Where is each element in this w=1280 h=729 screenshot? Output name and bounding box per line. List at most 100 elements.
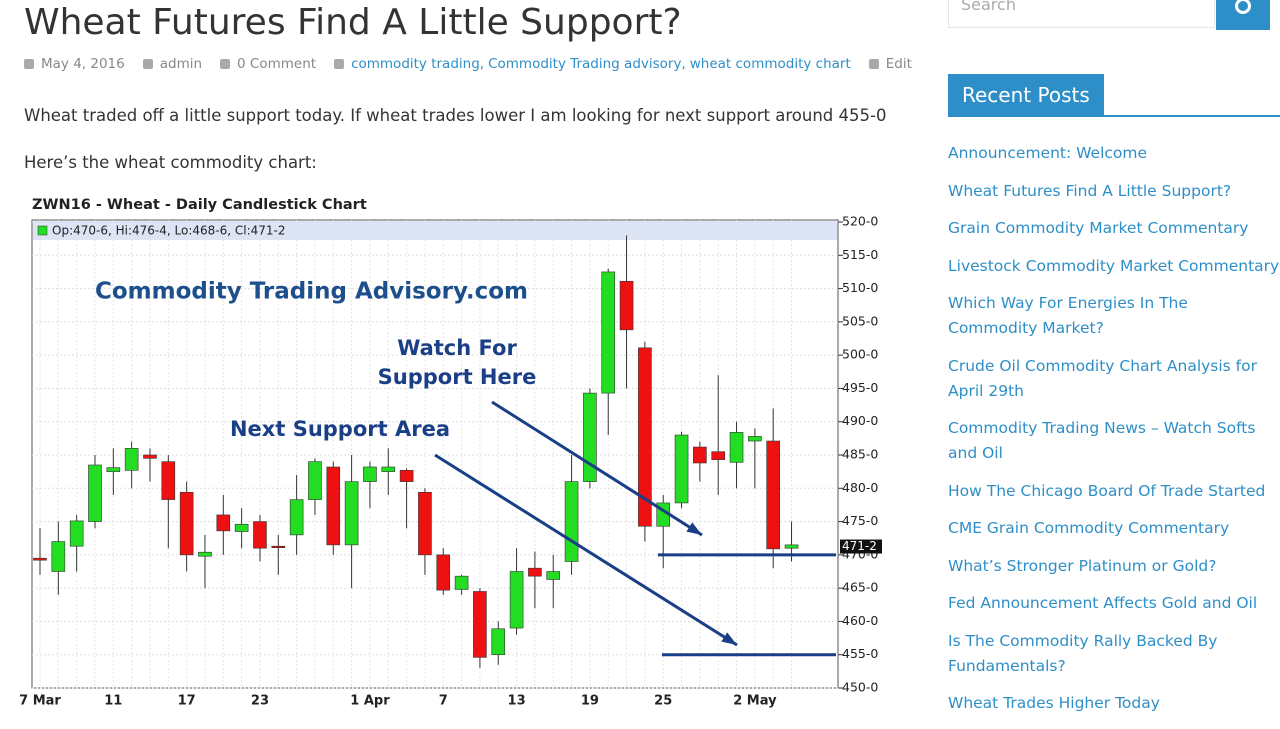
recent-post-link[interactable]: CME Grain Commodity Commentary [948,519,1230,537]
x-tick-label: 2 May [733,694,777,709]
candle-body [583,392,597,482]
candle-body [509,571,524,629]
recent-posts: Announcement: Welcome Wheat Futures Find … [948,141,1280,729]
annotation: Watch For [397,336,517,360]
recent-post-link[interactable]: Grain Commodity Market Commentary [948,219,1249,237]
candle-body [124,448,139,471]
recent-post-link[interactable]: Livestock Commodity Market Commentary [948,256,1280,275]
chart-title: ZWN16 - Wheat - Daily Candlestick Chart [32,197,367,213]
candle-body [216,514,231,532]
arrow-line [434,453,738,647]
candle-body [381,466,396,472]
y-tick-label: 505-0 [842,313,878,328]
info-swatch [37,225,48,236]
candle-body [253,521,267,549]
chart: ZWN16 - Wheat - Daily Candlestick Chart O… [19,197,882,709]
recent-post-link[interactable]: Announcement: Welcome [948,144,1148,162]
y-tick-label: 485-0 [842,447,878,462]
candle-body [693,446,707,464]
post-tag[interactable]: commodity trading, [351,56,485,72]
candle-body [33,557,47,561]
paragraph: Wheat traded off a little support today.… [24,106,887,125]
search-input[interactable]: Search [948,0,1215,28]
search-button[interactable] [1216,0,1270,30]
x-tick-label: 7 [439,694,448,709]
recent-post-link[interactable]: Fed Announcement Affects Gold and Oil [948,594,1258,612]
candle-body [289,499,304,536]
post-tag[interactable]: wheat commodity chart [689,56,851,72]
recent-post-link[interactable]: Crude Oil Commodity Chart Analysis for A… [948,356,1257,400]
article: ZWN16 - Wheat - Daily Candlestick Chart O… [19,2,912,709]
tag-icon [334,59,345,69]
last-price-label: 471-2 [842,539,877,553]
candle-body [546,571,561,580]
candle-body [638,347,652,527]
post-author[interactable]: admin [159,56,203,72]
recent-post-link[interactable]: How The Chicago Board Of Trade Started [948,481,1266,500]
post-meta: May 4, 2016 admin 0 Comment commodity tr… [24,56,912,72]
candle-body [491,628,506,656]
post-comments[interactable]: 0 Comment [237,56,317,72]
edit-icon [868,59,879,69]
post-edit[interactable]: Edit [885,56,912,72]
candle-body [308,461,322,500]
comment-icon [220,59,231,69]
y-tick-label: 465-0 [842,580,878,595]
recent-post-link[interactable]: Commodity Trading News – Watch Softs and… [948,419,1256,462]
y-tick-label: 460-0 [842,613,878,628]
recent-post-link[interactable]: What’s Stronger Platinum or Gold? [948,556,1217,575]
y-tick-label: 515-0 [842,247,878,262]
candle-body [528,567,542,577]
post-date[interactable]: May 4, 2016 [41,56,125,72]
x-tick-label: 13 [508,694,526,709]
candle-body [473,591,487,658]
y-tick-label: 475-0 [842,513,878,528]
candle-body [454,575,469,590]
calendar-icon [24,59,34,69]
y-tick-label: 500-0 [842,347,878,362]
candle-body [179,491,194,556]
candle-body [711,451,726,460]
candle-body [674,434,689,504]
watermark: Commodity Trading Advisory.com [95,279,528,305]
candle-body [729,432,744,463]
y-tick-label: 495-0 [842,380,878,395]
candle-body [198,551,212,557]
candle-body [106,467,121,472]
candle-body [748,436,762,442]
candle-body [143,454,157,459]
post-tag[interactable]: Commodity Trading advisory, [488,56,686,72]
arrow-head [721,632,737,645]
candle-body [234,523,249,532]
paragraph: Here’s the wheat commodity chart: [24,153,317,172]
candle-body [418,491,432,556]
recent-post-link[interactable]: Wheat Trades Higher Today [948,694,1160,712]
x-tick-label: 1 Apr [350,694,390,709]
recent-post-link[interactable]: Which Way For Energies In The Commodity … [948,294,1188,337]
x-tick-label: 23 [251,694,269,709]
candle-body [51,541,66,572]
y-tick-label: 480-0 [842,480,878,495]
heading-rule [948,115,1280,117]
arrow-line [491,400,703,537]
y-tick-label: 455-0 [842,646,878,661]
info-strip [33,221,837,240]
widget-heading: Recent Posts [948,74,1104,116]
candle-body [271,545,286,549]
y-tick-label: 450-0 [842,680,878,695]
candle-body [564,481,579,562]
x-tick-label: 25 [654,694,672,709]
x-tick-label: 11 [104,694,122,709]
sidebar: Search Recent Posts Announcement: Welcom… [948,0,1280,720]
y-tick-label: 510-0 [842,280,878,295]
recent-post-link[interactable]: Is The Commodity Rally Backed By Fundame… [948,631,1218,675]
info-text: Op:470-6, Hi:476-4, Lo:468-6, Cl:471-2 [52,224,285,238]
candle-body [399,470,414,482]
candle-body [344,481,359,546]
x-tick-label: 17 [178,694,196,709]
user-icon [142,59,153,69]
recent-post-link[interactable]: Wheat Futures Find A Little Support? [948,181,1232,200]
post-title: Wheat Futures Find A Little Support? [24,2,682,43]
